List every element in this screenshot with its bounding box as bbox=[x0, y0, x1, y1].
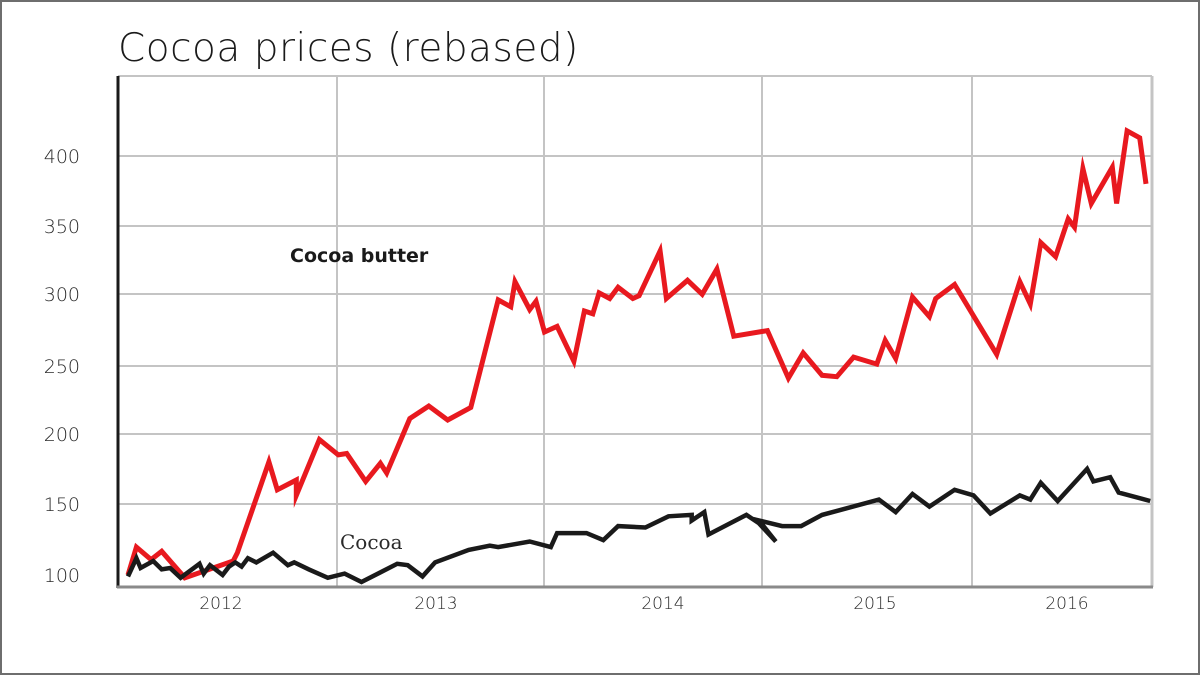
y-tick-300: 300 bbox=[44, 284, 80, 306]
axes bbox=[116, 76, 1153, 589]
series-line-cocoa-butter bbox=[125, 126, 1149, 581]
vertical-gridlines bbox=[336, 76, 973, 587]
y-tick-150: 150 bbox=[44, 494, 80, 516]
x-tick-2013: 2013 bbox=[414, 594, 457, 614]
x-tick-2016: 2016 bbox=[1045, 594, 1088, 614]
y-axis-labels: 400 350 300 250 200 150 100 bbox=[44, 146, 80, 587]
x-tick-2015: 2015 bbox=[853, 594, 896, 614]
x-tick-2014: 2014 bbox=[641, 594, 684, 614]
series-label-cocoa: Cocoa bbox=[340, 530, 403, 554]
series-label-cocoa-butter: Cocoa butter bbox=[290, 245, 429, 267]
series-line-cocoa bbox=[125, 464, 1151, 585]
y-tick-200: 200 bbox=[44, 424, 80, 446]
y-tick-400: 400 bbox=[44, 146, 80, 168]
y-tick-250: 250 bbox=[44, 356, 80, 378]
x-tick-2012: 2012 bbox=[199, 594, 242, 614]
y-tick-350: 350 bbox=[44, 216, 80, 238]
horizontal-gridlines bbox=[118, 155, 1152, 505]
plot-frame bbox=[118, 75, 1154, 587]
chart-title: Cocoa prices (rebased) bbox=[118, 26, 579, 71]
x-axis-labels: 2012 2013 2014 2015 2016 bbox=[199, 594, 1088, 614]
y-tick-100: 100 bbox=[44, 565, 80, 587]
